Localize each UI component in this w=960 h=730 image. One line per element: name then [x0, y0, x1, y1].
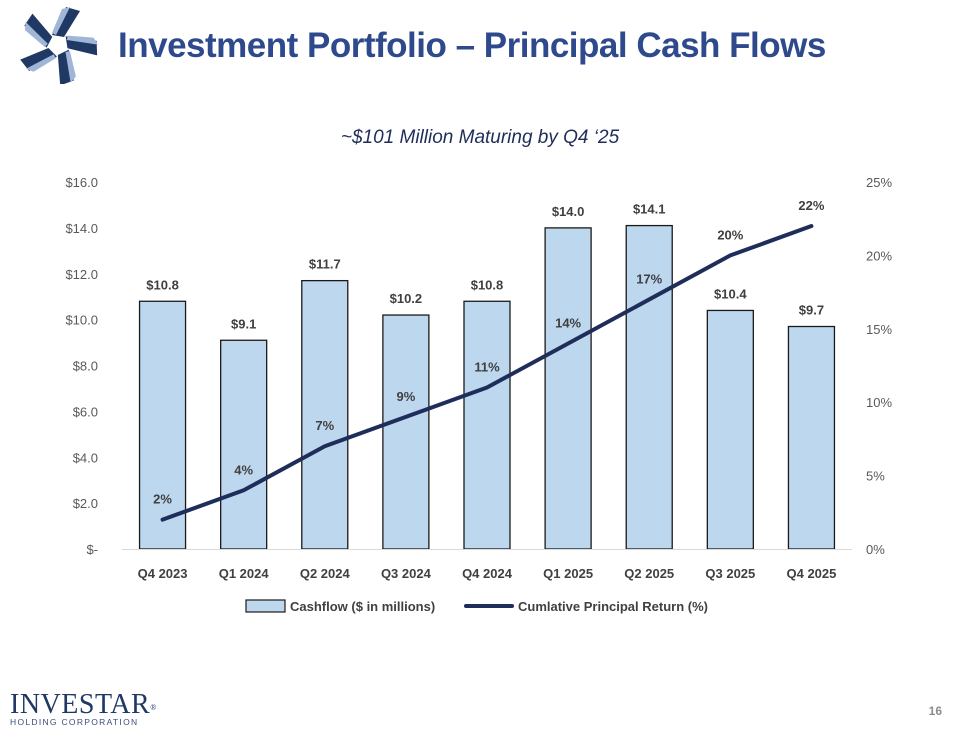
line-value-label: 22%: [798, 198, 824, 213]
trademark-mark: ®: [150, 703, 157, 712]
cashflow-bar: [463, 300, 511, 550]
right-axis-tick-label: 15%: [866, 322, 892, 337]
cashflow-bar: [706, 309, 754, 550]
left-axis-tick-label: $8.0: [73, 359, 98, 374]
investar-footer-logo: INVESTAR® HOLDING CORPORATION: [10, 689, 157, 728]
right-axis-tick-label: 20%: [866, 248, 892, 263]
category-label: Q1 2025: [543, 566, 593, 581]
category-label: Q2 2024: [300, 566, 351, 581]
legend-bar-swatch: [245, 599, 286, 613]
category-label: Q2 2025: [624, 566, 674, 581]
line-value-label: 2%: [153, 492, 172, 507]
right-axis-tick-label: 0%: [866, 542, 885, 557]
bar-value-label: $14.1: [633, 202, 666, 217]
right-axis-tick-label: 10%: [866, 395, 892, 410]
line-value-label: 4%: [234, 462, 253, 477]
left-axis-tick-label: $4.0: [73, 450, 98, 465]
chart-subtitle: ~$101 Million Maturing by Q4 ‘25: [340, 127, 620, 148]
left-axis-tick-label: $6.0: [73, 404, 98, 419]
bar-value-label: $9.1: [231, 316, 256, 331]
left-axis-tick-label: $-: [86, 542, 98, 557]
left-axis-tick-label: $10.0: [65, 313, 98, 328]
left-axis-tick-label: $12.0: [65, 267, 98, 282]
left-axis-tick-label: $2.0: [73, 496, 98, 511]
right-axis-tick-label: 25%: [866, 175, 892, 190]
category-label: Q4 2024: [462, 566, 513, 581]
left-axis-tick-label: $16.0: [65, 175, 98, 190]
right-axis-tick-label: 5%: [866, 469, 885, 484]
legend-label-cashflow: Cashflow ($ in millions): [290, 599, 435, 614]
category-label: Q1 2024: [219, 566, 270, 581]
bar-value-label: $10.4: [714, 286, 747, 301]
page-number: 16: [928, 704, 942, 718]
bar-value-label: $14.0: [552, 204, 585, 219]
star-swirl-logo-icon: [20, 7, 98, 84]
line-value-label: 11%: [474, 360, 500, 375]
cashflow-bar: [382, 314, 430, 550]
category-label: Q4 2025: [787, 566, 837, 581]
bar-value-label: $10.2: [390, 291, 423, 306]
cashflow-bar: [787, 325, 836, 550]
line-value-label: 9%: [396, 389, 415, 404]
brand-subtitle: HOLDING CORPORATION: [10, 717, 139, 727]
line-value-label: 20%: [717, 227, 743, 242]
line-value-label: 14%: [555, 315, 581, 330]
page-title: Investment Portfolio – Principal Cash Fl…: [118, 26, 826, 65]
line-value-label: 17%: [636, 271, 662, 286]
brand-name: INVESTAR: [10, 689, 151, 720]
category-label: Q3 2024: [381, 566, 432, 581]
bar-value-label: $10.8: [146, 277, 179, 292]
category-label: Q3 2025: [705, 566, 755, 581]
left-axis-tick-label: $14.0: [65, 221, 98, 236]
cashflow-bar: [220, 339, 268, 550]
bar-value-label: $11.7: [309, 257, 341, 272]
cashflow-bar: [301, 279, 349, 550]
bar-value-label: $10.8: [471, 277, 504, 292]
line-value-label: 7%: [315, 418, 334, 433]
cumulative-return-line: [160, 224, 814, 522]
bar-value-label: $9.7: [799, 303, 824, 318]
cashflow-bar: [544, 227, 592, 550]
category-label: Q4 2023: [138, 566, 188, 581]
legend-label-cumulative: Cumlative Principal Return (%): [518, 599, 708, 614]
